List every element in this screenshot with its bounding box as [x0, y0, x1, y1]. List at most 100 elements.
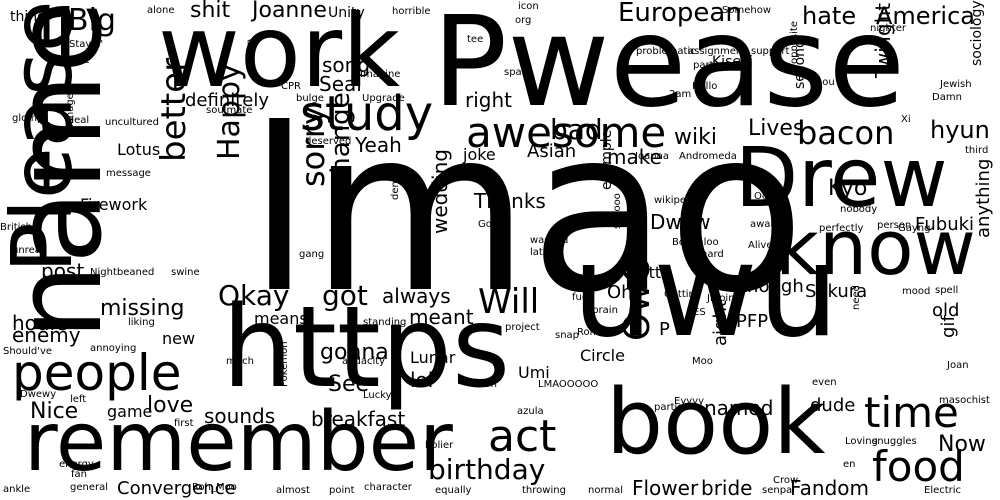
cloud-word: Nightbeaned	[90, 267, 155, 278]
cloud-word: dude	[810, 395, 856, 416]
cloud-word: first	[174, 418, 194, 429]
cloud-word: Stayin'	[69, 39, 104, 50]
cloud-word: Seal	[319, 72, 362, 96]
cloud-word: Go	[478, 219, 492, 230]
cloud-word: Oh	[607, 282, 633, 303]
cloud-word: org	[515, 15, 532, 26]
cloud-word: Thanks	[474, 189, 546, 213]
cloud-word: make	[607, 145, 662, 169]
cloud-word: azula	[517, 406, 544, 417]
cloud-word: horrible	[392, 6, 431, 17]
cloud-word: missing	[100, 296, 185, 321]
cloud-word: meant	[409, 305, 474, 329]
cloud-word: ankle	[3, 484, 31, 495]
cloud-word: act	[488, 411, 557, 462]
cloud-word: spell	[935, 285, 959, 296]
cloud-word: Upgrade	[362, 93, 405, 104]
cloud-word: washed	[530, 235, 569, 246]
cloud-word: almost	[276, 485, 310, 496]
cloud-word: Crow	[773, 475, 799, 486]
cloud-word: ideal	[65, 115, 90, 126]
cloud-word: Damn	[932, 92, 962, 103]
cloud-word: snap	[555, 330, 580, 341]
cloud-word: old	[932, 300, 960, 321]
cloud-word: European	[618, 0, 742, 28]
cloud-word: Sakura	[805, 281, 868, 302]
cloud-word: gonna	[320, 340, 389, 365]
cloud-word: Umi	[518, 363, 550, 382]
cloud-word: Gayng	[898, 223, 931, 234]
cloud-word: wikipedia	[654, 195, 702, 206]
cloud-word: Roh	[478, 379, 497, 390]
cloud-word: hours	[12, 311, 69, 335]
cloud-word: Twilight	[871, 2, 895, 78]
cloud-word: breakfast	[311, 407, 406, 431]
cloud-word: Lives	[748, 116, 805, 141]
cloud-word: hate	[802, 2, 857, 30]
cloud-word: birthday	[428, 453, 546, 486]
cloud-word: liking	[128, 317, 155, 328]
cloud-word: Unity	[328, 5, 365, 21]
cloud-word: fan	[71, 469, 87, 480]
cloud-word: nighter	[870, 23, 906, 34]
cloud-word: aight	[710, 300, 731, 346]
cloud-word: remember	[24, 395, 453, 490]
cloud-word: tee	[467, 34, 484, 45]
cloud-word: thing	[10, 9, 47, 25]
cloud-word: people	[12, 344, 182, 402]
cloud-word: Moo	[692, 356, 713, 367]
cloud-word: Somehow	[722, 5, 771, 16]
cloud-word: Joanne	[252, 0, 327, 23]
cloud-word: Big	[68, 3, 116, 38]
cloud-word: bride	[701, 476, 753, 500]
cloud-word: uwu	[572, 217, 839, 366]
cloud-word: Convergence	[117, 478, 236, 499]
cloud-word: sounds	[204, 404, 276, 428]
cloud-word: soulmate	[206, 105, 253, 116]
cloud-word: Kyo	[828, 176, 868, 201]
cloud-word: example	[599, 129, 615, 190]
cloud-word: Drew	[735, 131, 948, 226]
cloud-word: normal	[588, 485, 624, 496]
cloud-word: study	[300, 86, 434, 142]
cloud-word: anything	[973, 158, 994, 238]
cloud-word: Jinping	[707, 293, 741, 304]
cloud-word: snuggles	[872, 436, 917, 447]
cloud-word: Circle	[580, 346, 625, 365]
cloud-word: parties	[654, 402, 689, 413]
cloud-word: Xi	[901, 114, 911, 125]
cloud-word: LMAOOOOO	[538, 379, 599, 390]
cloud-word: third	[965, 145, 989, 156]
cloud-word: problematic	[636, 46, 696, 57]
cloud-word: Jewish	[940, 79, 972, 90]
cloud-word: Metta	[625, 263, 671, 282]
cloud-word: person	[877, 220, 912, 231]
cloud-word: British	[0, 222, 32, 233]
cloud-word: ES	[693, 307, 706, 318]
cloud-word: Alive	[748, 240, 773, 251]
cloud-word: Okay	[218, 279, 290, 312]
cloud-word: point	[329, 485, 355, 496]
cloud-word: https	[222, 283, 511, 413]
cloud-word: unreal	[12, 245, 44, 256]
cloud-word: named	[704, 396, 774, 420]
cloud-word: assignment	[688, 46, 747, 57]
cloud-word: means	[254, 309, 308, 328]
cloud-word: Boogaloo	[672, 237, 719, 248]
cloud-word: hyun	[930, 116, 990, 144]
cloud-word: bacon	[797, 114, 895, 152]
cloud-word: love	[147, 393, 194, 418]
cloud-word: fuck	[572, 292, 594, 303]
cloud-word: message	[106, 168, 151, 179]
cloud-word: book	[606, 370, 826, 475]
cloud-word: Roh_Moo	[192, 482, 237, 493]
cloud-word: America	[876, 2, 975, 30]
cloud-word: Will	[478, 282, 540, 322]
cloud-word: Hello	[692, 81, 718, 92]
cloud-word: senpai	[762, 485, 795, 496]
cloud-word: glomps	[12, 113, 49, 124]
cloud-word: Joan	[947, 360, 969, 371]
cloud-word: second	[792, 39, 808, 89]
cloud-word: energy	[59, 459, 94, 470]
cloud-word: aware	[750, 219, 781, 230]
